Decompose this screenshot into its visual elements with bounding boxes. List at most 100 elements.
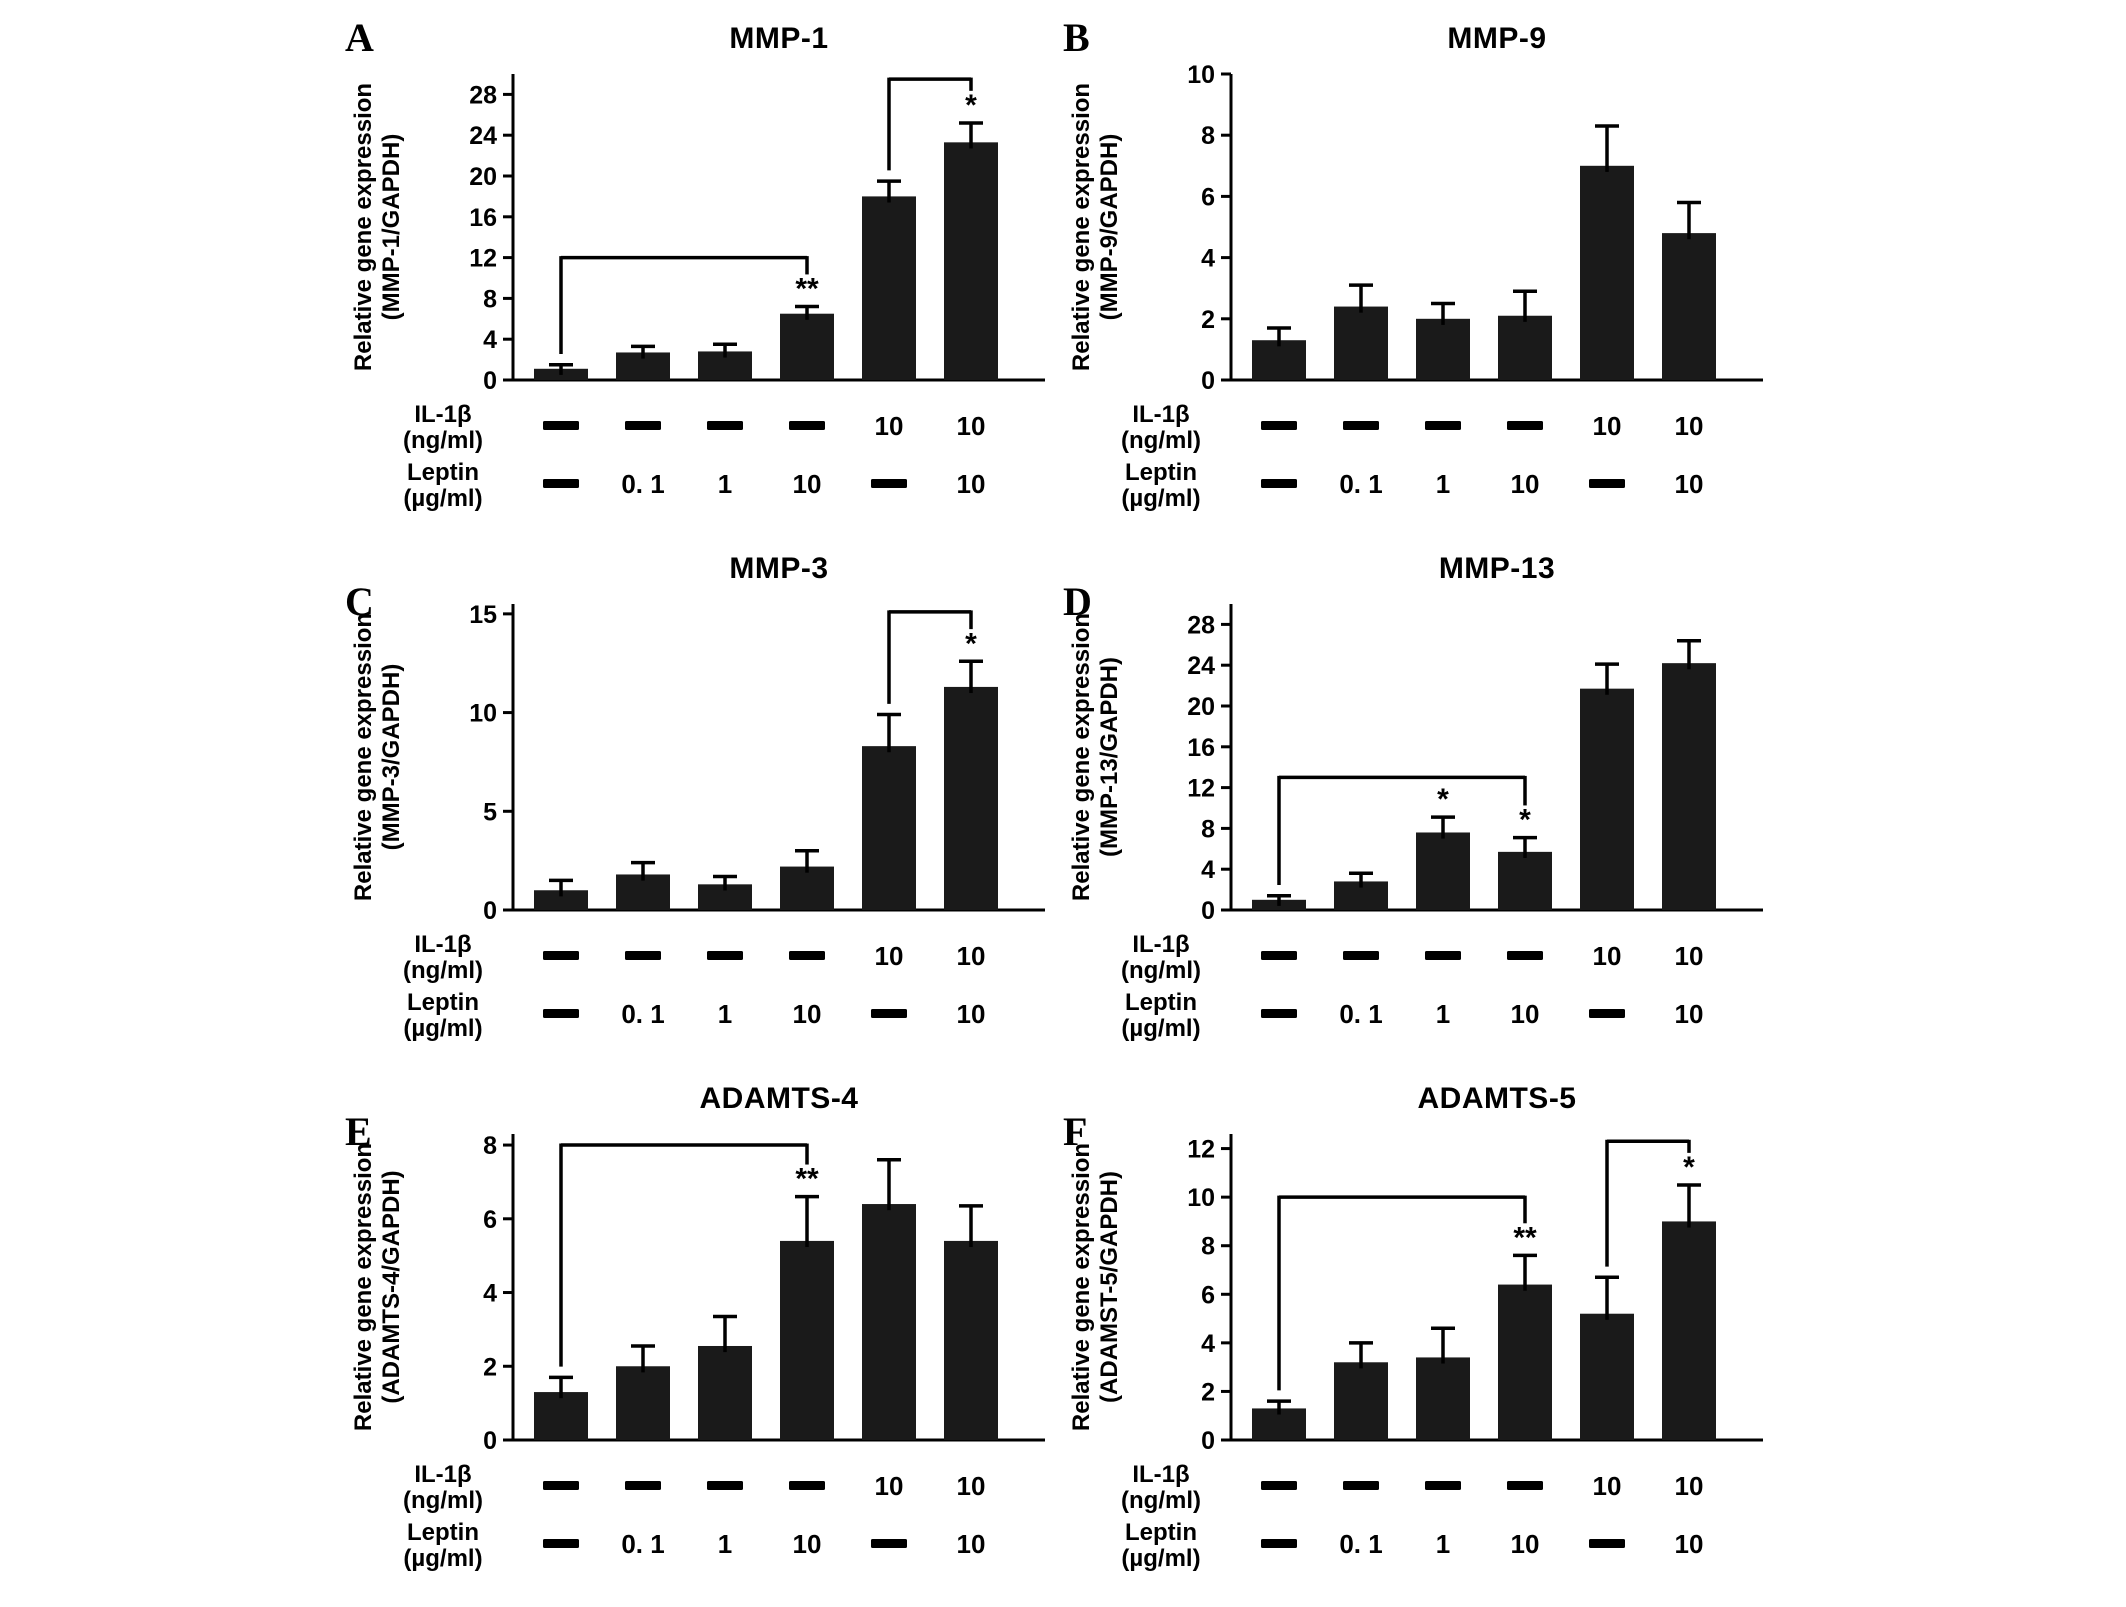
treatment-row-label: IL-1β — [1132, 401, 1189, 428]
bar — [616, 1366, 670, 1440]
treatment-dash — [543, 1009, 579, 1018]
y-tick-label: 4 — [483, 326, 497, 354]
treatment-value: 10 — [957, 469, 986, 499]
chart-mmp-1: MMP-1 Relative gene expression (MMP-1/GAPD… — [345, 12, 1063, 532]
y-axis-label-line1: Relative gene expression — [350, 83, 377, 371]
panel-f: F ADAMTS-5 Relative gene expression (ADAMS… — [1063, 1072, 1781, 1602]
treatment-row-label: Leptin — [1125, 459, 1197, 486]
treatment-value: 1 — [1436, 1529, 1450, 1559]
panel-letter-b: B — [1063, 15, 1090, 60]
treatment-row-label: IL-1β — [414, 931, 471, 958]
bar — [1498, 1284, 1552, 1440]
y-tick-label: 4 — [1201, 1330, 1215, 1358]
y-tick-label: 28 — [469, 81, 497, 109]
bar — [1498, 315, 1552, 380]
treatment-value: 10 — [1675, 941, 1704, 971]
treatment-value: 10 — [875, 941, 904, 971]
treatment-dash — [789, 1481, 825, 1490]
treatment-value: 10 — [1675, 1529, 1704, 1559]
y-tick-label: 8 — [1201, 1233, 1215, 1261]
y-axis-label-line1: Relative gene expression — [350, 1143, 377, 1431]
y-tick-label: 28 — [1187, 611, 1215, 639]
bar — [1334, 1362, 1388, 1440]
bar-chart-svg: MMP-13 Relative gene expression (MMP-13/GA… — [1068, 552, 1763, 1042]
bar-chart-svg: MMP-9 Relative gene expression (MMP-9/GAPD… — [1068, 22, 1763, 512]
panel-b: B MMP-9 Relative gene expression (MMP-9/GA… — [1063, 12, 1781, 542]
y-tick-label: 20 — [1187, 693, 1215, 721]
treatment-dash — [871, 1539, 907, 1548]
bar — [1498, 851, 1552, 910]
treatment-dash — [1425, 951, 1461, 960]
chart-title: ADAMTS-4 — [700, 1082, 859, 1115]
y-tick-label: 0 — [1201, 367, 1215, 395]
y-axis-label-line1: Relative gene expression — [350, 613, 377, 901]
chart-mmp-13: MMP-13 Relative gene expression (MMP-13/GA… — [1063, 542, 1781, 1062]
bar — [534, 1392, 588, 1440]
y-tick-label: 16 — [1187, 734, 1215, 762]
treatment-row-unit: (µg/ml) — [1121, 485, 1200, 512]
y-axis-label-line2: (MMP-3/GAPDH) — [378, 664, 405, 851]
treatment-row-label: Leptin — [407, 1519, 479, 1546]
significance-marker: * — [1683, 1151, 1695, 1184]
significance-marker: * — [1519, 804, 1531, 837]
treatment-row-label: Leptin — [407, 459, 479, 486]
bar — [1416, 318, 1470, 380]
treatment-value: 10 — [1593, 941, 1622, 971]
y-tick-label: 12 — [1187, 775, 1215, 803]
treatment-value: 10 — [1675, 1471, 1704, 1501]
treatment-value: 10 — [1593, 1471, 1622, 1501]
bar — [780, 313, 834, 380]
treatment-value: 10 — [957, 999, 986, 1029]
treatment-value: 10 — [1675, 411, 1704, 441]
y-tick-label: 8 — [1201, 815, 1215, 843]
panel-letter-e: E — [345, 1109, 372, 1154]
bar — [862, 746, 916, 910]
y-axis-label-line2: (MMP-13/GAPDH) — [1096, 657, 1123, 857]
treatment-value: 0. 1 — [1339, 999, 1382, 1029]
treatment-dash — [1261, 1481, 1297, 1490]
panel-letter-c: C — [345, 579, 374, 624]
y-tick-label: 4 — [1201, 856, 1215, 884]
treatment-row-label: IL-1β — [414, 401, 471, 428]
significance-marker: * — [965, 89, 977, 122]
treatment-dash — [1261, 479, 1297, 488]
bar — [1662, 663, 1716, 910]
treatment-row-unit: (ng/ml) — [1121, 427, 1201, 454]
treatment-value: 0. 1 — [1339, 469, 1382, 499]
treatment-row-unit: (ng/ml) — [1121, 1487, 1201, 1514]
treatment-dash — [789, 421, 825, 430]
treatment-dash — [1261, 1009, 1297, 1018]
y-axis-label-line2: (MMP-1/GAPDH) — [378, 134, 405, 321]
bar — [944, 142, 998, 380]
y-tick-label: 4 — [1201, 245, 1215, 273]
treatment-dash — [789, 951, 825, 960]
y-tick-label: 0 — [483, 367, 497, 395]
treatment-dash — [543, 1539, 579, 1548]
treatment-dash — [1589, 1539, 1625, 1548]
treatment-row-label: Leptin — [407, 989, 479, 1016]
treatment-row-label: IL-1β — [414, 1461, 471, 1488]
treatment-value: 10 — [875, 411, 904, 441]
treatment-dash — [1425, 421, 1461, 430]
treatment-value: 0. 1 — [621, 469, 664, 499]
treatment-row-label: IL-1β — [1132, 1461, 1189, 1488]
treatment-row-unit: (µg/ml) — [403, 1545, 482, 1572]
y-tick-label: 8 — [1201, 122, 1215, 150]
treatment-value: 1 — [1436, 999, 1450, 1029]
treatment-dash — [543, 951, 579, 960]
bar-chart-svg: MMP-1 Relative gene expression (MMP-1/GAPD… — [350, 22, 1045, 512]
y-tick-label: 20 — [469, 163, 497, 191]
treatment-row-label: Leptin — [1125, 989, 1197, 1016]
treatment-dash — [1507, 421, 1543, 430]
bar — [944, 1240, 998, 1440]
y-tick-label: 8 — [483, 285, 497, 313]
bar — [780, 866, 834, 910]
treatment-value: 0. 1 — [621, 1529, 664, 1559]
treatment-dash — [1507, 1481, 1543, 1490]
chart-title: MMP-9 — [1447, 22, 1546, 55]
treatment-dash — [1425, 1481, 1461, 1490]
treatment-row-unit: (µg/ml) — [1121, 1545, 1200, 1572]
treatment-row-unit: (µg/ml) — [403, 1015, 482, 1042]
chart-mmp-9: MMP-9 Relative gene expression (MMP-9/GAPD… — [1063, 12, 1781, 532]
